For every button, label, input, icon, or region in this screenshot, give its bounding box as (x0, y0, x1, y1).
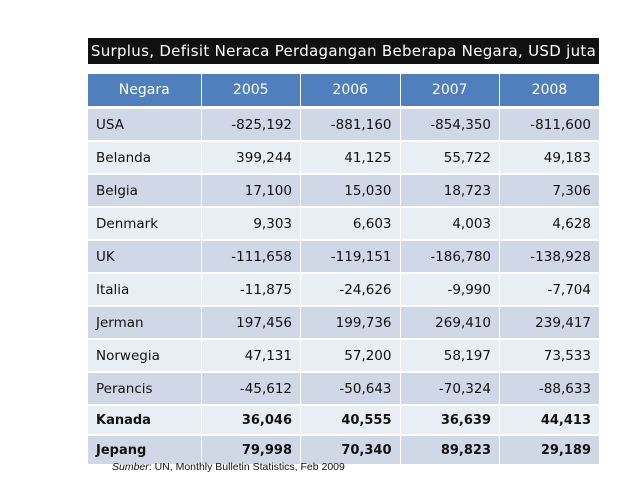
value-cell: 70,340 (300, 435, 401, 466)
value-cell: 199,736 (300, 306, 401, 340)
value-cell: 4,003 (400, 207, 500, 241)
value-cell: -186,780 (400, 240, 500, 274)
table-row: USA -825,192 -881,160 -854,350 -811,600 (88, 107, 599, 142)
value-cell: -88,633 (499, 372, 599, 406)
country-cell: Denmark (88, 207, 202, 241)
value-cell: -811,600 (499, 107, 599, 142)
value-cell: -45,612 (201, 372, 301, 406)
value-cell: 41,125 (300, 141, 401, 175)
value-cell: 73,533 (499, 339, 599, 373)
value-cell: 57,200 (300, 339, 401, 373)
header-2005: 2005 (201, 74, 301, 109)
country-cell: Belgia (88, 174, 202, 208)
source-text: : UN, Monthly Bulletin Statistics, Feb 2… (148, 461, 345, 473)
table-row: Jepang 79,998 70,340 89,823 29,189 (88, 435, 599, 466)
table-row: Kanada 36,046 40,555 36,639 44,413 (88, 405, 599, 436)
value-cell: -119,151 (300, 240, 401, 274)
value-cell: 399,244 (201, 141, 301, 175)
value-cell: 58,197 (400, 339, 500, 373)
value-cell: -70,324 (400, 372, 500, 406)
value-cell: -111,658 (201, 240, 301, 274)
trade-balance-table: Negara 2005 2006 2007 2008 USA -825,192 … (88, 74, 599, 466)
value-cell: 269,410 (400, 306, 500, 340)
header-row: Negara 2005 2006 2007 2008 (88, 74, 599, 109)
header-2008: 2008 (499, 74, 599, 109)
value-cell: 17,100 (201, 174, 301, 208)
header-2006: 2006 (300, 74, 401, 109)
country-cell: Belanda (88, 141, 202, 175)
table-row: Jerman 197,456 199,736 269,410 239,417 (88, 306, 599, 340)
value-cell: 49,183 (499, 141, 599, 175)
country-cell: Italia (88, 273, 202, 307)
value-cell: -9,990 (400, 273, 500, 307)
country-cell: Perancis (88, 372, 202, 406)
country-cell: Jepang (88, 435, 202, 466)
value-cell: 89,823 (400, 435, 500, 466)
value-cell: -854,350 (400, 107, 500, 142)
table-row: Denmark 9,303 6,603 4,003 4,628 (88, 207, 599, 241)
value-cell: 36,046 (201, 405, 301, 436)
value-cell: 239,417 (499, 306, 599, 340)
country-cell: Jerman (88, 306, 202, 340)
country-cell: Norwegia (88, 339, 202, 373)
table-row: Norwegia 47,131 57,200 58,197 73,533 (88, 339, 599, 373)
value-cell: -825,192 (201, 107, 301, 142)
value-cell: -7,704 (499, 273, 599, 307)
table-title: Surplus, Defisit Neraca Perdagangan Bebe… (88, 38, 599, 64)
value-cell: 18,723 (400, 174, 500, 208)
value-cell: 47,131 (201, 339, 301, 373)
value-cell: 29,189 (499, 435, 599, 466)
value-cell: 55,722 (400, 141, 500, 175)
value-cell: -881,160 (300, 107, 401, 142)
value-cell: 40,555 (300, 405, 401, 436)
value-cell: 44,413 (499, 405, 599, 436)
country-cell: Kanada (88, 405, 202, 436)
value-cell: 4,628 (499, 207, 599, 241)
value-cell: 197,456 (201, 306, 301, 340)
table-row: UK -111,658 -119,151 -186,780 -138,928 (88, 240, 599, 274)
country-cell: UK (88, 240, 202, 274)
value-cell: -24,626 (300, 273, 401, 307)
table-row: Belanda 399,244 41,125 55,722 49,183 (88, 141, 599, 175)
value-cell: 6,603 (300, 207, 401, 241)
value-cell: -11,875 (201, 273, 301, 307)
value-cell: 15,030 (300, 174, 401, 208)
table-row: Italia -11,875 -24,626 -9,990 -7,704 (88, 273, 599, 307)
country-cell: USA (88, 107, 202, 142)
table-row: Belgia 17,100 15,030 18,723 7,306 (88, 174, 599, 208)
value-cell: 7,306 (499, 174, 599, 208)
value-cell: -138,928 (499, 240, 599, 274)
value-cell: 36,639 (400, 405, 500, 436)
table-row: Perancis -45,612 -50,643 -70,324 -88,633 (88, 372, 599, 406)
source-label: Sumber (112, 461, 149, 473)
header-2007: 2007 (400, 74, 500, 109)
header-country: Negara (88, 74, 202, 109)
source-note: Sumber: UN, Monthly Bulletin Statistics,… (112, 461, 345, 473)
value-cell: 9,303 (201, 207, 301, 241)
value-cell: 79,998 (201, 435, 301, 466)
value-cell: -50,643 (300, 372, 401, 406)
